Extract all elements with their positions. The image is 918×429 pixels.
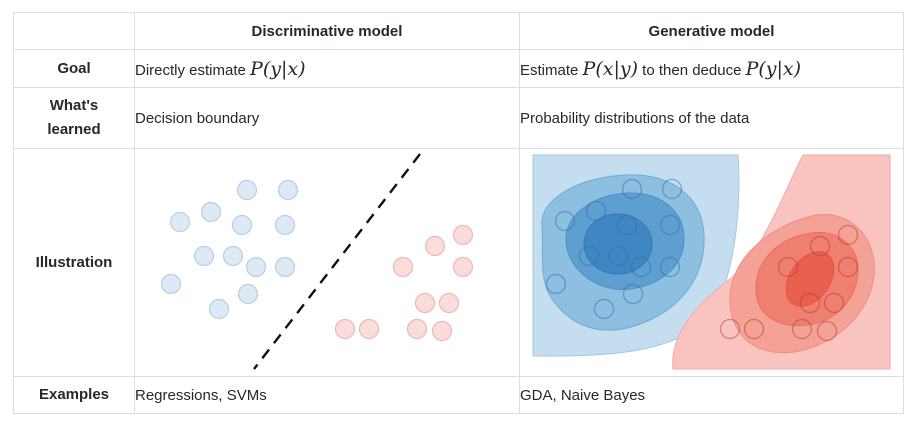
blue-data-point xyxy=(630,256,652,278)
red-point xyxy=(358,318,380,340)
goal-generative: Estimate P(x|y) to then deduce P(y|x) xyxy=(519,49,904,88)
red-point xyxy=(392,256,414,278)
learned-label-line1: What's xyxy=(49,97,99,114)
blue-point xyxy=(160,273,182,295)
examples-discriminative: Regressions, SVMs xyxy=(134,376,520,414)
header-generative: Generative model xyxy=(519,12,904,50)
blue-point xyxy=(231,214,253,236)
goal-gen-text: Estimate xyxy=(520,61,583,79)
red-data-point xyxy=(777,256,799,278)
red-contour-level-4 xyxy=(785,251,835,307)
blue-data-point xyxy=(616,214,638,236)
blue-data-point xyxy=(661,178,683,200)
red-point xyxy=(452,256,474,278)
learned-row: What's learned Decision boundary Probabil… xyxy=(13,87,904,149)
red-data-point xyxy=(743,318,765,340)
blue-point xyxy=(200,201,222,223)
red-point xyxy=(424,235,446,257)
decision-boundary-line xyxy=(253,153,421,370)
decision-boundary-figure xyxy=(160,153,474,370)
blue-data-point xyxy=(585,200,607,222)
examples-label: Examples xyxy=(13,376,135,414)
goal-label: Goal xyxy=(13,49,135,88)
corner-header xyxy=(13,12,135,50)
red-data-point xyxy=(837,224,859,246)
blue-data-point xyxy=(593,298,615,320)
goal-gen-math-1: P(x|y) xyxy=(582,57,638,80)
blue-data-point xyxy=(659,214,681,236)
goal-gen-middle-text: to then deduce xyxy=(638,61,746,79)
blue-class-points xyxy=(160,179,299,320)
red-data-point xyxy=(791,318,813,340)
red-density-contours xyxy=(672,154,891,370)
goal-disc-math: P(y|x) xyxy=(250,57,306,80)
blue-point xyxy=(237,283,259,305)
learned-discriminative: Decision boundary xyxy=(134,87,520,149)
learned-label: What's learned xyxy=(13,87,135,149)
blue-data-point xyxy=(659,256,681,278)
goal-gen-math-2: P(y|x) xyxy=(745,57,802,80)
blue-data-point xyxy=(607,245,629,267)
goal-disc-text: Directly estimate xyxy=(135,61,251,79)
blue-point xyxy=(208,298,230,320)
blue-point xyxy=(193,245,215,267)
examples-generative: GDA, Naive Bayes xyxy=(519,376,904,414)
blue-data-point xyxy=(545,273,567,295)
blue-point xyxy=(169,211,191,233)
red-data-point xyxy=(816,320,838,342)
goal-discriminative: Directly estimate P(y|x) xyxy=(134,49,520,88)
blue-point xyxy=(274,256,296,278)
blue-data-point xyxy=(621,178,643,200)
illustration-row: Illustration xyxy=(13,148,904,377)
red-point xyxy=(438,292,460,314)
red-point xyxy=(452,224,474,246)
learned-label-line2: learned xyxy=(47,121,101,138)
goal-row: Goal Directly estimate P(y|x) Estimate P… xyxy=(13,49,904,88)
red-data-points xyxy=(719,224,859,342)
header-row: Discriminative model Generative model xyxy=(13,12,904,50)
blue-point xyxy=(277,179,299,201)
red-point xyxy=(406,318,428,340)
comparison-table: Discriminative model Generative model Go… xyxy=(13,12,904,414)
blue-point xyxy=(222,245,244,267)
probability-distribution-figure xyxy=(532,154,891,370)
blue-point xyxy=(274,214,296,236)
blue-data-point xyxy=(578,245,600,267)
red-data-point xyxy=(799,292,821,314)
illustration-label: Illustration xyxy=(13,148,135,377)
red-data-point xyxy=(719,318,741,340)
learned-generative: Probability distributions of the data xyxy=(519,87,904,149)
red-data-point xyxy=(823,292,845,314)
blue-data-point xyxy=(554,210,576,232)
blue-data-points xyxy=(545,178,683,320)
red-point xyxy=(431,320,453,342)
blue-point xyxy=(236,179,258,201)
red-data-point xyxy=(809,235,831,257)
blue-point xyxy=(245,256,267,278)
generative-illustration xyxy=(519,148,904,377)
header-discriminative: Discriminative model xyxy=(134,12,520,50)
discriminative-illustration xyxy=(134,148,520,377)
blue-data-point xyxy=(622,283,644,305)
red-point xyxy=(414,292,436,314)
examples-row: Examples Regressions, SVMs GDA, Naive Ba… xyxy=(13,376,904,414)
red-data-point xyxy=(837,256,859,278)
red-point xyxy=(334,318,356,340)
red-class-points xyxy=(334,224,474,342)
